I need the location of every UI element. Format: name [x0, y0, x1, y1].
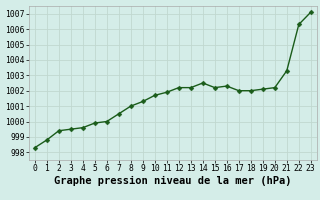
X-axis label: Graphe pression niveau de la mer (hPa): Graphe pression niveau de la mer (hPa): [54, 176, 292, 186]
